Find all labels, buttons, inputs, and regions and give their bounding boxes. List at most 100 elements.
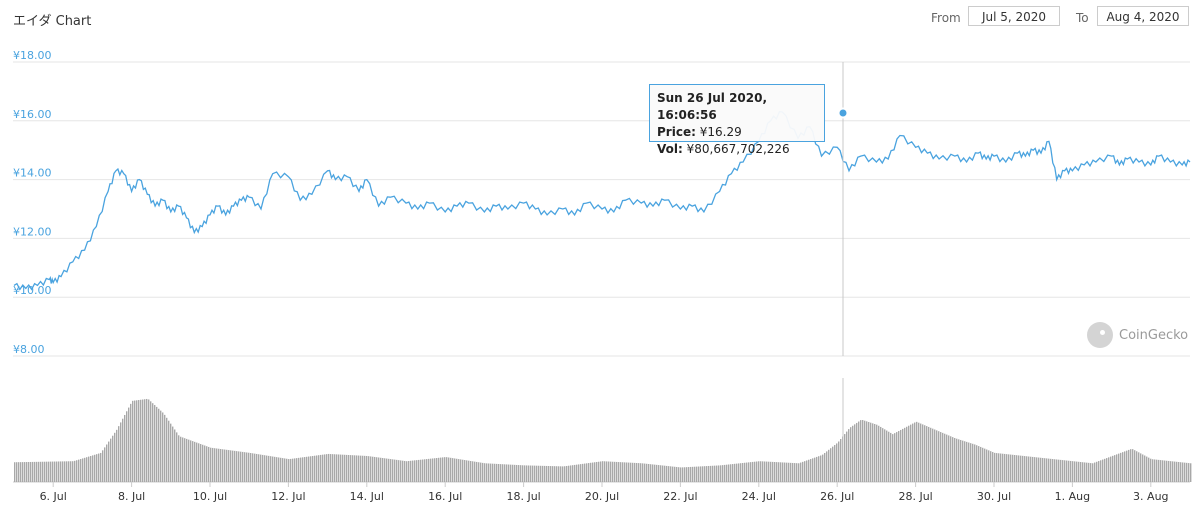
volume-bar — [232, 450, 234, 482]
volume-bar — [382, 458, 384, 482]
volume-bar — [368, 456, 370, 482]
volume-bar — [1170, 461, 1172, 482]
volume-bar — [246, 452, 248, 482]
volume-bar — [92, 455, 94, 482]
volume-bar — [436, 458, 438, 482]
volume-bar — [510, 464, 512, 482]
volume-bar — [268, 455, 270, 482]
volume-bar — [656, 464, 658, 482]
volume-bar — [770, 461, 772, 482]
volume-bar — [720, 465, 722, 482]
volume-bar — [1006, 454, 1008, 482]
volume-bar — [36, 461, 38, 482]
hover-marker — [837, 107, 849, 119]
from-label: From — [931, 11, 961, 25]
volume-bar — [548, 466, 550, 482]
volume-bar — [114, 432, 116, 482]
volume-bar — [384, 458, 386, 482]
volume-bar — [1058, 459, 1060, 482]
volume-bar — [736, 463, 738, 482]
volume-bar — [660, 465, 662, 482]
volume-bar — [662, 465, 664, 482]
volume-bar — [214, 448, 216, 482]
volume-bar — [298, 457, 300, 482]
volume-bar — [992, 452, 994, 482]
volume-bar — [864, 420, 866, 482]
volume-bar — [646, 463, 648, 482]
to-date-input[interactable]: Aug 4, 2020 — [1097, 6, 1189, 26]
volume-bar — [546, 465, 548, 482]
volume-bar — [824, 452, 826, 482]
volume-bar — [796, 463, 798, 482]
volume-bar — [798, 463, 800, 482]
volume-bar — [204, 445, 206, 482]
volume-bar — [1038, 457, 1040, 482]
volume-bar — [928, 426, 930, 482]
volume-bar — [162, 412, 164, 482]
volume-bar — [116, 429, 118, 482]
volume-bar — [292, 458, 294, 482]
volume-bar — [902, 428, 904, 482]
volume-bar — [428, 458, 430, 482]
volume-bar — [952, 437, 954, 482]
volume-bar — [840, 439, 842, 482]
volume-bar — [152, 403, 154, 482]
volume-bar — [518, 465, 520, 482]
volume-bar — [616, 461, 618, 482]
volume-bar — [822, 454, 824, 482]
volume-bar — [890, 432, 892, 482]
volume-bar — [190, 440, 192, 482]
volume-bar — [176, 432, 178, 482]
volume-bar — [748, 462, 750, 482]
volume-bar — [728, 464, 730, 482]
volume-bar — [578, 464, 580, 482]
volume-bar — [792, 462, 794, 482]
volume-bar — [1074, 461, 1076, 482]
volume-bar — [642, 463, 644, 482]
volume-bar — [90, 455, 92, 482]
volume-bar — [450, 457, 452, 482]
volume-bar — [752, 461, 754, 482]
volume-bar — [120, 422, 122, 482]
volume-bar — [262, 454, 264, 482]
volume-bar — [252, 453, 254, 482]
volume-bar — [282, 458, 284, 482]
volume-bar — [1190, 463, 1192, 482]
volume-bar — [888, 431, 890, 482]
volume-bar — [540, 465, 542, 482]
volume-bar — [76, 460, 78, 482]
volume-bar — [620, 462, 622, 482]
volume-bar — [70, 461, 72, 482]
volume-bar — [920, 423, 922, 482]
watermark-text: CoinGecko — [1119, 327, 1189, 343]
volume-bar — [332, 454, 334, 482]
volume-bar — [460, 459, 462, 482]
volume-bar — [628, 462, 630, 482]
from-date-input[interactable]: Jul 5, 2020 — [968, 6, 1060, 26]
volume-bar — [826, 451, 828, 482]
volume-bar — [212, 447, 214, 482]
volume-bar — [930, 427, 932, 482]
volume-bar — [362, 455, 364, 482]
volume-bar — [756, 461, 758, 482]
volume-bar — [990, 451, 992, 482]
chart-title: エイダ Chart — [13, 14, 92, 29]
volume-bar — [286, 458, 288, 482]
volume-bar — [828, 449, 830, 482]
volume-bar — [1164, 460, 1166, 482]
volume-bar — [1000, 453, 1002, 482]
volume-bar — [838, 441, 840, 482]
volume-bar — [150, 401, 152, 482]
volume-bar — [926, 426, 928, 482]
volume-bar — [534, 465, 536, 482]
volume-bar — [698, 466, 700, 482]
volume-bar — [1002, 453, 1004, 482]
volume-bar — [1004, 453, 1006, 482]
volume-bar — [1180, 462, 1182, 482]
volume-bar — [16, 462, 18, 482]
volume-bar — [206, 446, 208, 482]
volume-bar — [754, 461, 756, 482]
volume-bar — [812, 458, 814, 482]
volume-bar — [482, 462, 484, 482]
